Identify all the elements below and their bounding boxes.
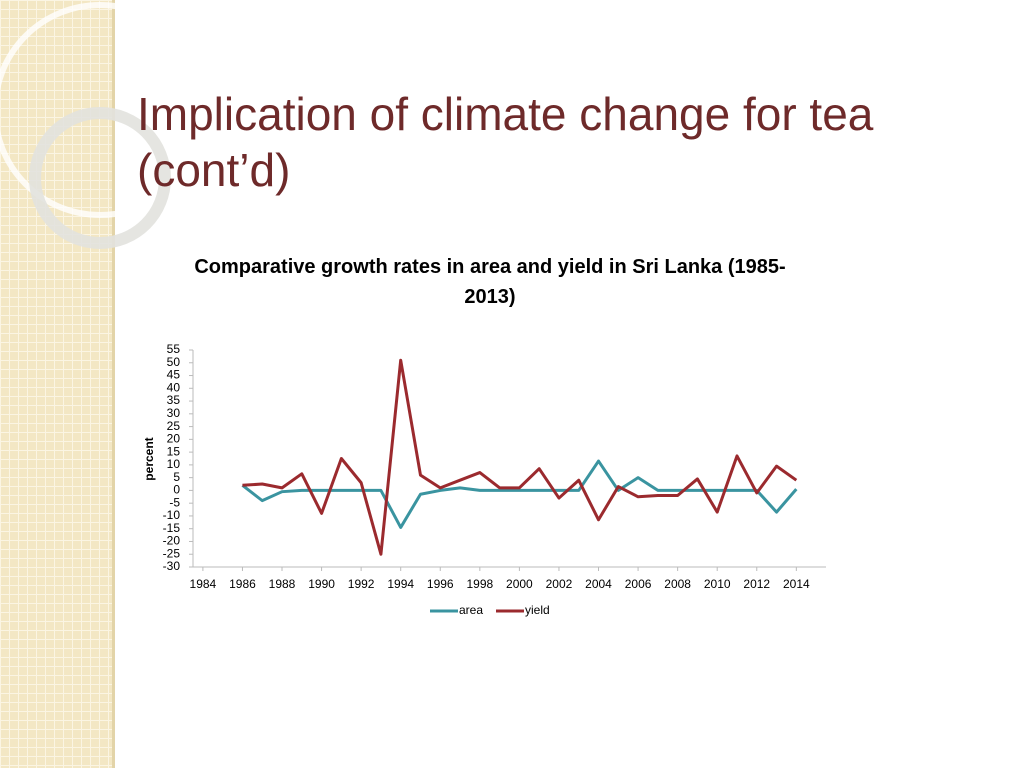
y-tick-label: -20 xyxy=(163,534,181,548)
legend-label: area xyxy=(459,603,483,617)
x-tick-label: 1992 xyxy=(348,577,375,591)
y-axis-label: percent xyxy=(142,437,156,480)
x-tick-label: 1994 xyxy=(387,577,414,591)
slide-title: Implication of climate change for tea (c… xyxy=(137,88,874,196)
x-tick-label: 1984 xyxy=(190,577,217,591)
y-tick-label: 0 xyxy=(173,483,180,497)
x-tick-label: 2014 xyxy=(783,577,810,591)
y-tick-label: 15 xyxy=(167,444,181,458)
y-tick-label: 5 xyxy=(173,470,180,484)
line-series xyxy=(241,459,798,529)
y-tick-label: 45 xyxy=(167,368,181,382)
x-tick-label: 1998 xyxy=(466,577,493,591)
x-tick-label: 2010 xyxy=(704,577,731,591)
y-tick-label: 25 xyxy=(167,419,181,433)
x-tick-label: 1988 xyxy=(269,577,296,591)
x-tick-label: 2000 xyxy=(506,577,533,591)
x-tick-label: 1990 xyxy=(308,577,335,591)
x-tick-label: 2002 xyxy=(546,577,573,591)
y-tick-label: 50 xyxy=(167,355,181,369)
y-tick-label: -25 xyxy=(163,546,181,560)
y-tick-label: 55 xyxy=(167,342,181,356)
x-tick-label: 1986 xyxy=(229,577,256,591)
y-tick-label: -10 xyxy=(163,508,181,522)
legend-label: yield xyxy=(525,603,550,617)
x-tick-label: 2006 xyxy=(625,577,652,591)
chart-title: Comparative growth rates in area and yie… xyxy=(194,256,786,308)
x-tick-label: 2004 xyxy=(585,577,612,591)
y-tick-label: -15 xyxy=(163,521,181,535)
y-tick-label: -30 xyxy=(163,559,181,573)
y-tick-label: -5 xyxy=(169,495,180,509)
x-tick-label: 1996 xyxy=(427,577,454,591)
y-tick-label: 10 xyxy=(167,457,181,471)
x-tick-label: 2008 xyxy=(664,577,691,591)
x-tick-label: 2012 xyxy=(743,577,770,591)
y-tick-label: 35 xyxy=(167,393,181,407)
y-tick-label: 30 xyxy=(167,406,181,420)
y-tick-label: 40 xyxy=(167,380,181,394)
y-tick-label: 20 xyxy=(167,432,181,446)
line-series xyxy=(242,358,798,556)
